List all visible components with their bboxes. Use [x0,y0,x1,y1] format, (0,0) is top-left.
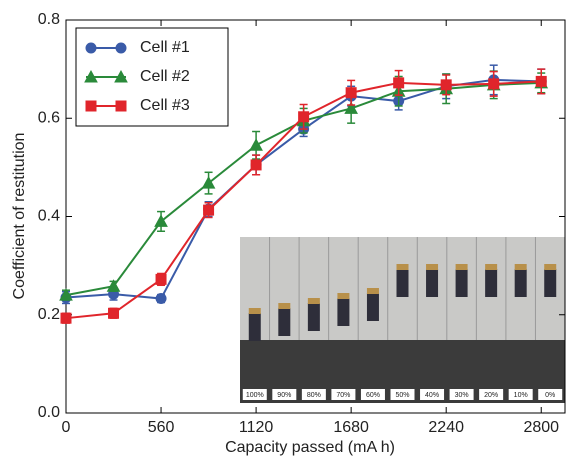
marker [115,42,127,54]
marker [106,279,121,292]
marker [108,307,120,319]
inset-label-box [390,389,415,400]
marker [488,78,500,90]
vial [514,269,527,297]
inset-label-box [479,389,504,400]
inset-label-box [360,389,385,400]
inset-label-box [449,389,474,400]
inset-label: 70% [336,392,350,399]
vial-cap [278,303,291,309]
vial [307,303,320,331]
inset-label-box [420,389,445,400]
vial [544,269,557,297]
x-tick-label: 0 [62,419,71,436]
marker [440,79,452,91]
inset-label: 50% [395,392,409,399]
marker [84,69,98,83]
inset-label-box [508,389,533,400]
inset-label-box [301,389,326,400]
vial [366,293,379,321]
vial [426,269,439,297]
marker [155,273,167,285]
vial-cap [514,264,527,270]
marker [154,214,168,227]
marker [250,159,262,171]
marker [345,87,357,99]
legend-label: Cell #3 [140,97,190,114]
vial [278,308,291,336]
inset-label: 20% [484,392,498,399]
inset-label-box [272,389,297,400]
inset-label: 40% [425,392,439,399]
x-tick-label: 1680 [333,419,369,436]
vial-cap [337,293,350,299]
vial [485,269,498,297]
inset-label-box [538,389,563,400]
x-tick-label: 1120 [239,419,274,436]
marker [344,101,358,114]
marker [85,100,97,112]
y-tick-label: 0.2 [38,306,60,323]
marker [114,69,128,83]
marker [203,204,215,216]
y-tick-label: 0.6 [38,109,60,126]
marker [59,288,73,301]
y-tick-label: 0.0 [38,404,60,421]
inset-label: 30% [455,392,469,399]
x-tick-label: 2240 [428,419,464,436]
inset-label: 80% [307,392,321,399]
y-axis-label: Coefficient of restitution [11,133,28,300]
vial-cap [455,264,468,270]
vial-cap [544,264,557,270]
vial-cap [307,298,320,304]
vial-cap [366,288,379,294]
marker [85,42,97,54]
vial [396,269,409,297]
vial-cap [426,264,439,270]
x-tick-label: 2800 [523,419,559,436]
marker [393,77,405,89]
inset-label-box [331,389,356,400]
vial-cap [485,264,498,270]
marker [60,312,72,324]
inset-label: 60% [366,392,380,399]
legend-label: Cell #1 [140,39,190,56]
marker [155,293,167,305]
legend-label: Cell #2 [140,68,190,85]
marker [298,111,310,123]
inset-label: 100% [246,392,264,399]
marker [249,138,263,151]
vial [248,313,261,341]
y-tick-label: 0.4 [38,208,60,225]
inset-label: 10% [514,392,528,399]
x-tick-label: 560 [148,419,175,436]
inset-label: 0% [545,392,555,399]
vial [337,298,350,326]
x-axis-label: Capacity passed (mA h) [225,439,395,456]
vial-cap [248,308,261,314]
inset-label: 90% [277,392,291,399]
marker [201,176,216,189]
y-tick-label: 0.8 [38,11,60,28]
vial-cap [396,264,409,270]
marker [115,100,127,112]
marker [535,75,547,87]
vial [455,269,468,297]
inset-label-box [242,389,267,400]
